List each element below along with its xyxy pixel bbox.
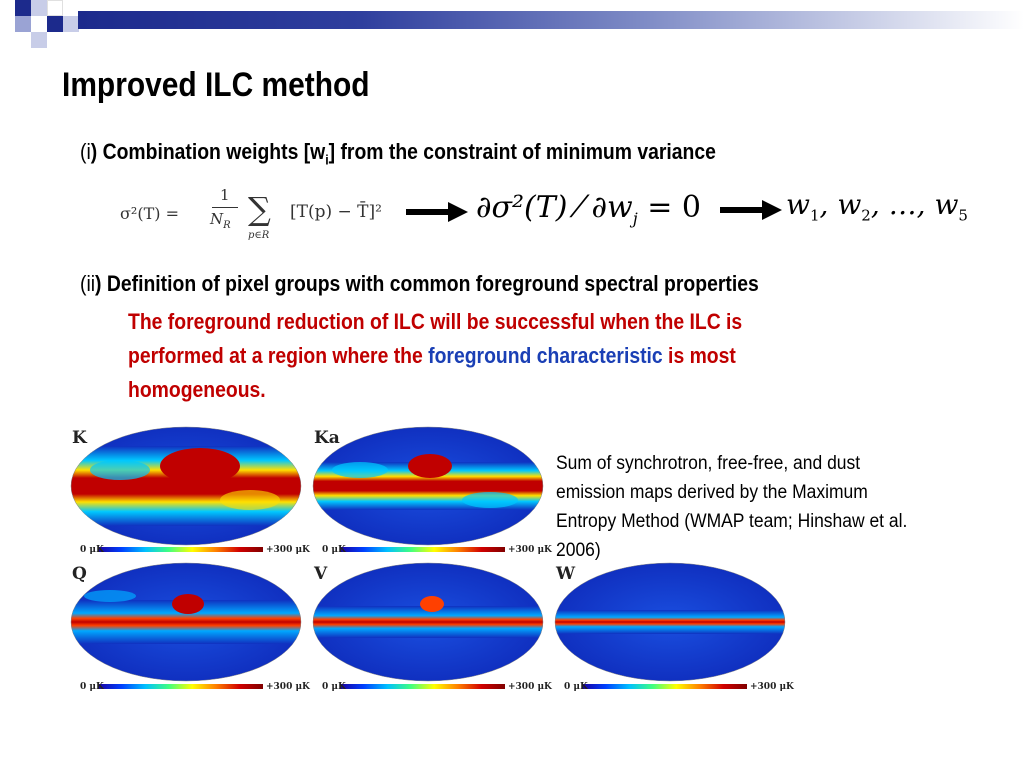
w-dots: , …, w <box>870 188 959 221</box>
deco-square <box>31 32 47 48</box>
scale-max-w: +300 μK <box>750 682 794 692</box>
derivative-text: ∂σ²(T) ⁄ ∂w <box>476 190 633 225</box>
red-paragraph: The foreground reduction of ILC will be … <box>128 305 832 407</box>
item-1-text-a: Combination weights [w <box>102 139 326 164</box>
derivative-formula: ∂σ²(T) ⁄ ∂wj = 0 <box>476 190 701 228</box>
deco-square <box>31 16 47 32</box>
sum-sub: p∈R <box>248 230 270 241</box>
colorbar-q <box>98 684 263 689</box>
item-1-prefix: (i <box>80 139 91 164</box>
frac-line <box>212 207 238 208</box>
sky-map-ka <box>312 426 544 546</box>
bracket-expr: [T(p) − T̄]² <box>290 202 382 222</box>
map-label-v: V <box>314 564 328 584</box>
item-2-text: Definition of pixel groups with common f… <box>106 271 759 296</box>
variance-formula: σ²(T) = 1 NR ∑ p∈R [T(p) − T̄]² <box>120 186 410 250</box>
colorbar-k <box>98 547 263 552</box>
red-part-2: is most homogeneous. <box>128 343 736 402</box>
deco-square <box>47 0 63 16</box>
map-label-q: Q <box>72 564 87 584</box>
variance-lhs: σ²(T) = <box>120 204 179 223</box>
colorbar-w <box>582 684 747 689</box>
scale-max-q: +300 μK <box>266 682 310 692</box>
weights-formula: w1, w2, …, w5 <box>786 188 968 225</box>
w2-sub: 2 <box>861 206 871 225</box>
deco-square <box>63 16 79 32</box>
deco-square <box>15 16 31 32</box>
w2: , w <box>819 188 862 221</box>
item-1-heading: (i) Combination weights [wi] from the co… <box>80 139 716 167</box>
scale-min-v: 0 μK <box>322 682 346 692</box>
map-label-k: K <box>72 428 87 448</box>
scale-max-ka: +300 μK <box>508 545 552 555</box>
scale-min-w: 0 μK <box>564 682 588 692</box>
map-label-ka: Ka <box>314 428 340 448</box>
deco-square <box>31 0 47 16</box>
deco-square <box>47 16 63 32</box>
scale-min-q: 0 μK <box>80 682 104 692</box>
item-1-prefix-close: ) <box>90 139 98 164</box>
derivative-rhs: = 0 <box>647 190 701 225</box>
maps-caption: Sum of synchrotron, free-free, and dust … <box>556 453 908 561</box>
sky-map-w <box>554 562 786 682</box>
sum-symbol: ∑ <box>248 190 271 228</box>
scale-min-k: 0 μK <box>80 545 104 555</box>
deco-square <box>47 32 63 48</box>
item-1-text-b: ] from the constraint of minimum varianc… <box>328 139 716 164</box>
deco-square <box>15 0 31 16</box>
item-2-prefix-close: ) <box>95 271 102 296</box>
sky-map-q <box>70 562 302 682</box>
w1: w <box>786 188 810 221</box>
w5-sub: 5 <box>958 206 968 225</box>
arrow-right-icon <box>406 202 468 222</box>
item-1-sub: i <box>325 151 329 168</box>
derivative-sub: j <box>632 209 638 228</box>
blue-part: foreground characteristic <box>428 343 663 368</box>
red-part-1: The foreground reduction of ILC will be … <box>128 309 743 368</box>
item-2-prefix: (ii <box>80 271 96 296</box>
slide-title: Improved ILC method <box>62 66 370 104</box>
scale-max-v: +300 μK <box>508 682 552 692</box>
header-bar <box>78 11 1024 29</box>
colorbar-v <box>340 684 505 689</box>
frac-den: NR <box>210 210 231 231</box>
scale-min-ka: 0 μK <box>322 545 346 555</box>
map-label-w: W <box>556 564 576 584</box>
sky-map-k <box>70 426 302 546</box>
frac-num: 1 <box>220 186 230 204</box>
arrow-right-icon <box>720 200 782 220</box>
w1-sub: 1 <box>809 206 820 225</box>
sky-map-v <box>312 562 544 682</box>
scale-max-k: +300 μK <box>266 545 310 555</box>
item-2-heading: (ii) Definition of pixel groups with com… <box>80 271 759 297</box>
colorbar-ka <box>340 547 505 552</box>
